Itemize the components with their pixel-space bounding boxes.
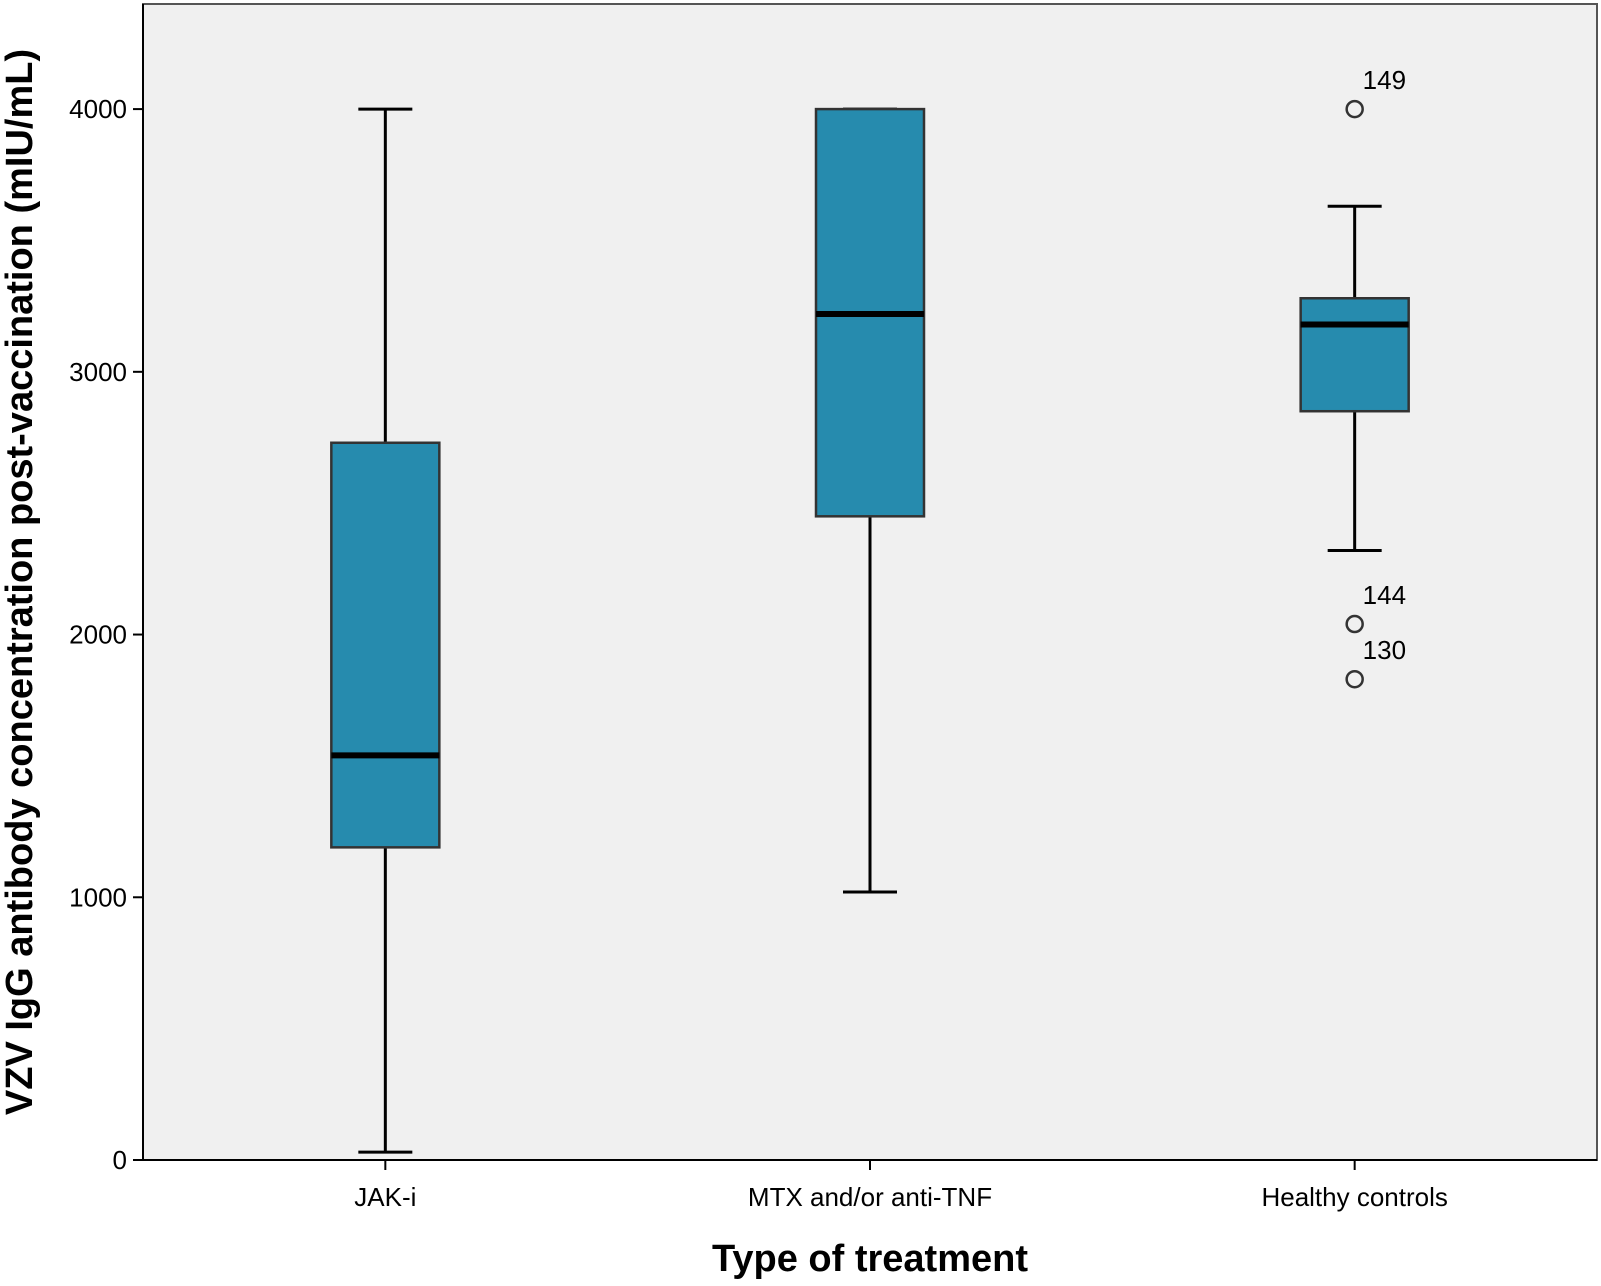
y-tick-label: 3000 [69,357,127,387]
y-tick-label: 4000 [69,94,127,124]
outlier-label: 149 [1363,65,1406,95]
x-axis-title: Type of treatment [712,1238,1028,1280]
outlier-point [1345,669,1364,689]
box-group [814,107,926,894]
x-tick-label: JAK-i [354,1182,416,1212]
box-group: 149 144 130 [1299,65,1410,689]
y-tick-label: 2000 [69,620,127,650]
x-tick-label: Healthy controls [1261,1182,1447,1212]
y-axis: 0 1000 2000 3000 4000 [69,4,144,1175]
y-axis-title: VZV IgG antibody concentration post-vacc… [0,49,41,1115]
x-axis: JAK-i MTX and/or anti-TNF Healthy controls [143,1159,1597,1212]
iqr-box [330,441,441,849]
outlier-point [1345,99,1364,119]
box-series: 149 144 130 [330,65,1410,1154]
outlier-label: 144 [1363,580,1406,610]
outlier-point [1345,614,1364,634]
iqr-box [1299,297,1410,413]
outlier-label: 130 [1363,635,1406,665]
box-group [330,107,441,1154]
x-tick-label: MTX and/or anti-TNF [748,1182,992,1212]
y-tick-label: 0 [113,1145,127,1175]
y-tick-label: 1000 [69,882,127,912]
